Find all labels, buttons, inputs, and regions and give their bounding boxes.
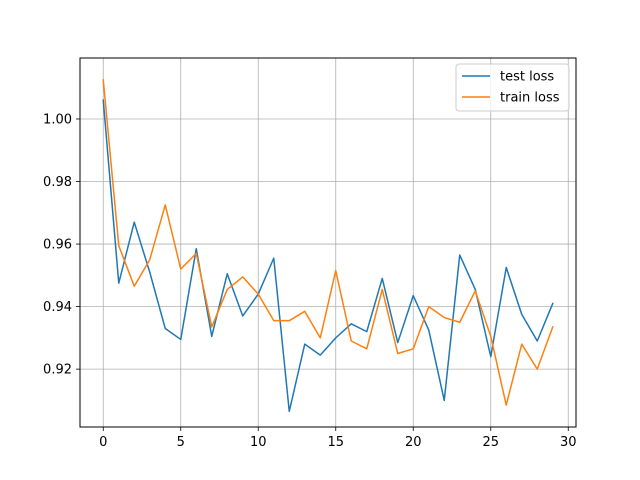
y-tick-label: 0.92 bbox=[43, 363, 72, 378]
plot-frame bbox=[79, 57, 577, 428]
x-tick-label: 15 bbox=[327, 435, 344, 450]
x-tick-label: 20 bbox=[405, 435, 422, 450]
x-tick-label: 25 bbox=[482, 435, 499, 450]
legend-label-test-loss: test loss bbox=[500, 70, 554, 85]
legend-label-train-loss: train loss bbox=[500, 91, 560, 106]
x-tick-label: 10 bbox=[250, 435, 267, 450]
series-lines bbox=[102, 79, 554, 413]
y-tick-label: 0.98 bbox=[43, 175, 72, 190]
x-axis-ticks: 0 5 10 15 20 25 30 bbox=[99, 427, 577, 450]
y-axis-ticks: 0.92 0.94 0.96 0.98 1.00 bbox=[43, 112, 80, 378]
series-line-train-loss bbox=[102, 79, 554, 406]
x-tick-label: 30 bbox=[560, 435, 577, 450]
x-tick-label: 5 bbox=[177, 435, 185, 450]
grid bbox=[80, 58, 576, 427]
y-tick-label: 0.96 bbox=[43, 238, 72, 253]
y-tick-label: 1.00 bbox=[43, 112, 72, 127]
y-tick-label: 0.94 bbox=[43, 300, 72, 315]
x-tick-label: 0 bbox=[99, 435, 107, 450]
legend: test loss train loss bbox=[455, 63, 570, 112]
